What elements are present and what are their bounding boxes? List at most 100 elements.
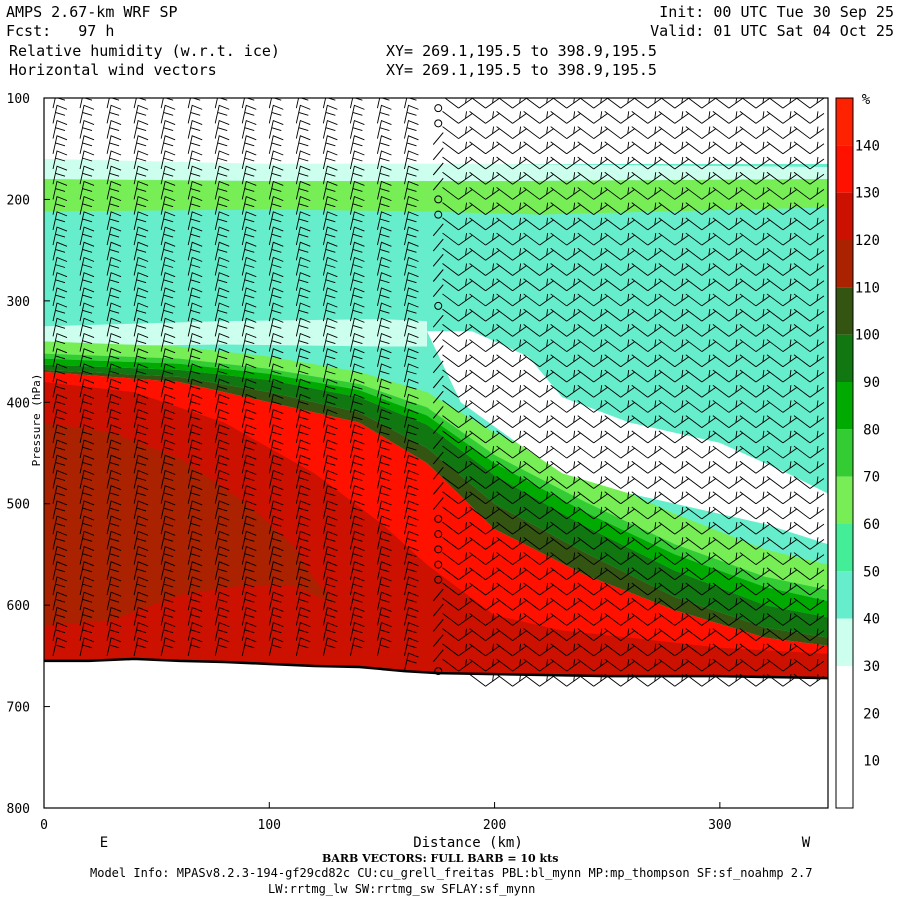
wind-barb [106, 196, 122, 215]
wind-barb [739, 597, 771, 611]
wind-barb [187, 180, 203, 200]
wind-barb [550, 339, 581, 352]
wind-barb [268, 241, 284, 261]
wind-barb [404, 530, 419, 550]
colorbar-segment [836, 145, 853, 193]
wind-barb [322, 98, 336, 109]
wind-barb [376, 226, 392, 246]
wind-barb [52, 454, 68, 474]
wind-barb [658, 658, 690, 672]
wind-barb [432, 634, 444, 647]
wind-barb [739, 582, 771, 596]
wind-barb [349, 150, 365, 170]
wind-barb [52, 241, 68, 261]
wind-barb [685, 323, 717, 337]
colorbar-segment [836, 334, 853, 382]
wind-barb [577, 126, 608, 139]
wind-barb [685, 567, 717, 581]
wind-barb [685, 582, 717, 596]
wind-barb [631, 445, 663, 459]
wind-barb [577, 247, 608, 261]
wind-barb [577, 141, 608, 155]
wind-barb [631, 323, 663, 337]
wind-barb [496, 597, 527, 611]
wind-barb [322, 485, 338, 504]
wind-barb [793, 308, 825, 322]
wind-barb [160, 363, 176, 383]
wind-barb [712, 278, 744, 292]
wind-barb [793, 658, 825, 672]
wind-barb [187, 454, 203, 474]
wind-barb [295, 302, 311, 322]
wind-barb [187, 287, 203, 307]
wind-barb [295, 545, 311, 565]
wind-barb [685, 217, 717, 231]
wind-barb [766, 582, 798, 596]
wind-barb [214, 332, 230, 352]
wind-barb [469, 400, 500, 413]
wind-barb [295, 150, 311, 170]
wind-barb [523, 643, 554, 657]
wind-barb [793, 506, 825, 520]
wind-barb [214, 104, 230, 124]
wind-barb [160, 226, 176, 246]
wind-barb [106, 545, 122, 565]
wind-barb [376, 256, 392, 276]
wind-barb [793, 323, 825, 337]
wind-barb [295, 363, 311, 383]
wind-barb [658, 293, 690, 307]
wind-barb [79, 119, 95, 139]
x-tick-label: 100 [258, 818, 281, 833]
wind-barb [712, 613, 744, 626]
wind-barb [268, 196, 284, 215]
wind-barb [160, 287, 176, 307]
wind-barb [685, 628, 717, 642]
wind-barb [550, 110, 581, 124]
wind-barb [766, 156, 798, 170]
wind-barb [604, 552, 635, 565]
wind-barb [469, 552, 500, 565]
wind-barb [712, 506, 744, 520]
barb-note: BARB VECTORS: FULL BARB = 10 kts [322, 852, 559, 865]
wind-barb [577, 430, 608, 444]
wind-barb [432, 603, 444, 617]
wind-barb [268, 256, 284, 276]
wind-barb [469, 278, 500, 292]
rh-region-moist-70 [44, 353, 828, 602]
wind-barb [442, 658, 473, 672]
wind-barb [658, 628, 690, 642]
wind-barb [523, 521, 554, 535]
wind-barb [79, 226, 95, 246]
wind-barb [79, 561, 95, 580]
wind-barb [496, 369, 527, 383]
wind-barb [404, 622, 419, 641]
wind-barb [739, 658, 771, 672]
wind-barb [469, 369, 500, 383]
wind-barb [550, 384, 581, 398]
wind-barb [241, 409, 257, 428]
wind-barb [496, 217, 527, 231]
wind-barb [133, 393, 149, 413]
wind-barb [739, 400, 771, 413]
wind-barb [658, 110, 690, 124]
wind-barb [133, 637, 149, 656]
wind-barb [523, 369, 554, 383]
wind-barb [739, 628, 771, 642]
wind-barb [404, 378, 419, 398]
wind-barb [349, 576, 365, 596]
wind-barb [241, 591, 257, 611]
wind-barb [739, 354, 771, 368]
wind-barb [241, 196, 257, 215]
wind-barb [160, 591, 176, 611]
wind-barb [322, 196, 338, 215]
wind-barb [550, 141, 581, 155]
wind-barbs [52, 98, 825, 687]
wind-barb [268, 637, 284, 656]
colorbar-tick-label: 80 [863, 422, 880, 438]
wind-barb [550, 187, 581, 200]
wind-barb [160, 135, 176, 154]
wind-barb [404, 211, 419, 230]
wind-barb [404, 348, 419, 367]
wind-barb [496, 567, 527, 581]
wind-barb [550, 536, 581, 550]
